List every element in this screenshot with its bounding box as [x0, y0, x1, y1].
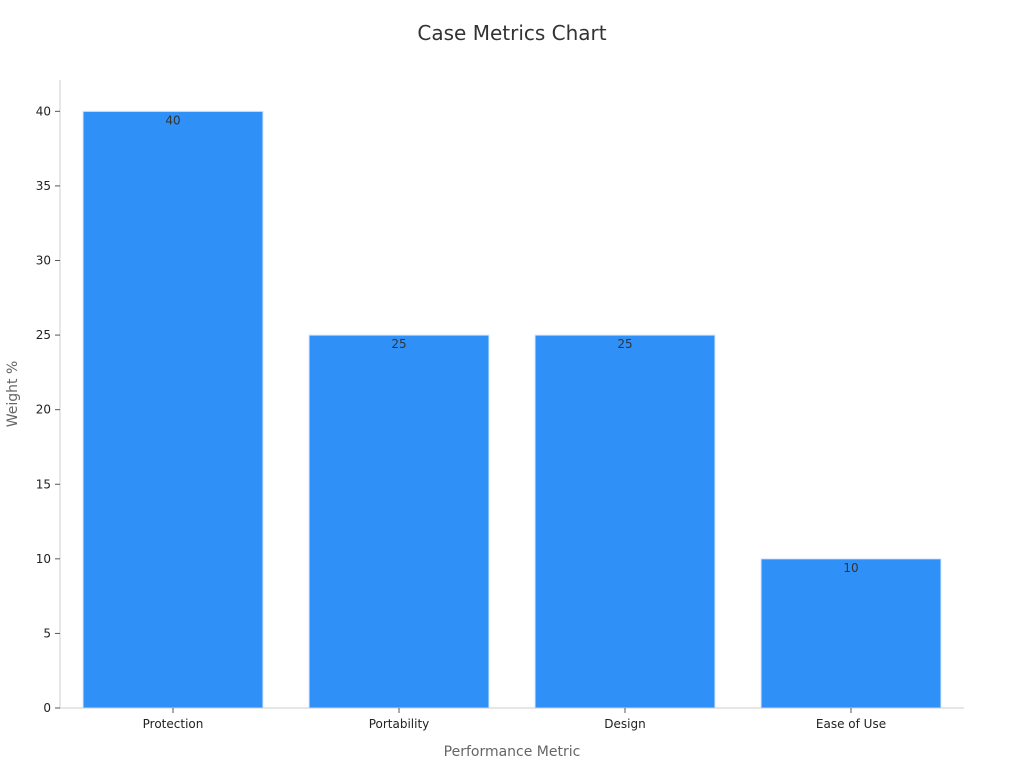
data-label: 25 [617, 337, 632, 351]
y-tick-label: 0 [43, 701, 51, 715]
y-axis-title: Weight % [5, 361, 21, 428]
bar-protection [82, 110, 264, 709]
x-tick-label: Portability [369, 717, 430, 731]
x-tick-label: Design [604, 717, 645, 731]
bar-portability [308, 334, 490, 709]
y-tick-label: 30 [36, 253, 51, 267]
y-tick-label: 35 [36, 179, 51, 193]
bar-design [534, 334, 716, 709]
bars-layer [82, 110, 942, 709]
chart-title: Case Metrics Chart [417, 21, 606, 45]
data-label: 25 [391, 337, 406, 351]
x-axis-title: Performance Metric [444, 744, 581, 760]
y-tick-label: 20 [36, 403, 51, 417]
y-ticks-layer: 0 5 10 15 20 25 30 35 40 [36, 104, 60, 715]
x-tick-label: Protection [143, 717, 204, 731]
y-tick-label: 40 [36, 104, 51, 118]
x-tick-label: Ease of Use [816, 717, 886, 731]
data-labels-layer: 40 25 25 10 [165, 113, 858, 575]
data-label: 10 [843, 561, 858, 575]
x-ticks-layer: Protection Portability Design Ease of Use [143, 708, 886, 731]
bar-ease-of-use [760, 558, 942, 709]
y-tick-label: 10 [36, 552, 51, 566]
y-tick-label: 15 [36, 477, 51, 491]
y-tick-label: 25 [36, 328, 51, 342]
data-label: 40 [165, 113, 180, 127]
y-tick-label: 5 [43, 626, 51, 640]
